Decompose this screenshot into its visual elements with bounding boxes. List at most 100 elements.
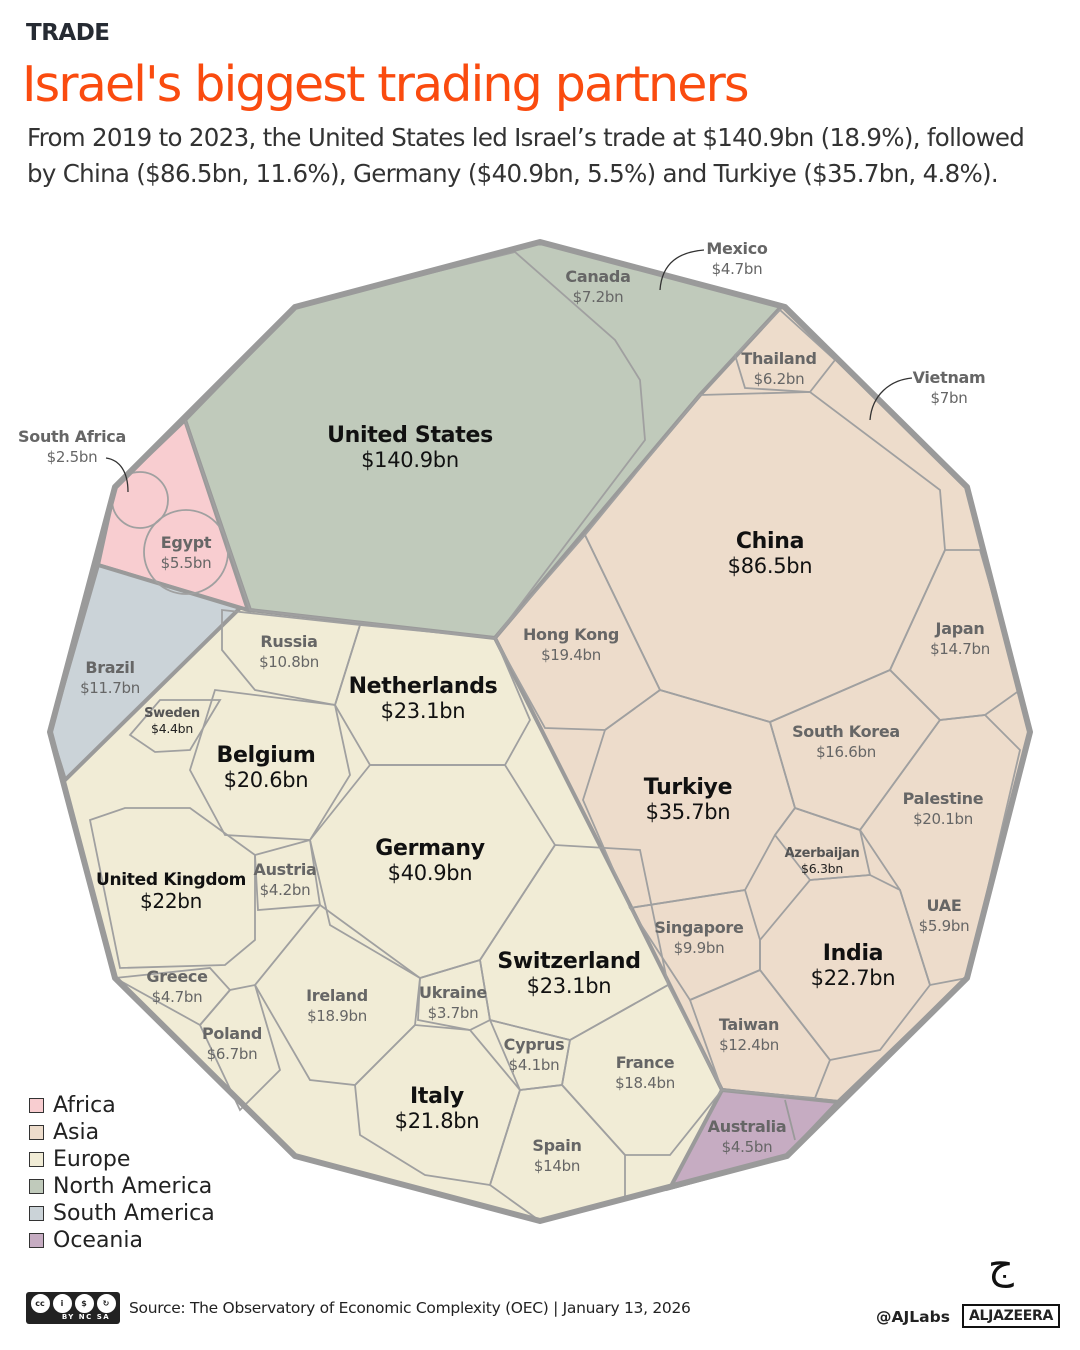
legend-swatch xyxy=(29,1152,44,1167)
cell-value-poland: $6.7bn xyxy=(207,1045,258,1063)
cell-name-united-kingdom: United Kingdom xyxy=(96,870,246,890)
cell-value-france: $18.4bn xyxy=(615,1074,675,1092)
cell-value-netherlands: $23.1bn xyxy=(381,699,466,723)
legend-swatch xyxy=(29,1179,44,1194)
legend-label: Europe xyxy=(53,1147,131,1172)
cell-border xyxy=(128,699,222,753)
cell-value-south-africa: $2.5bn xyxy=(47,448,98,466)
cell-name-singapore: Singapore xyxy=(654,918,744,937)
cell-value-vietnam: $7bn xyxy=(931,389,968,407)
footer: cc i $ ↻ BY NC SA Source: The Observator… xyxy=(26,1292,691,1324)
legend-label: Africa xyxy=(53,1093,116,1118)
cell-name-south-korea: South Korea xyxy=(792,722,900,741)
cell-name-united-states: United States xyxy=(327,423,493,448)
legend-label: Asia xyxy=(53,1120,100,1145)
cell-name-japan: Japan xyxy=(935,619,985,638)
cell-border xyxy=(417,958,491,1031)
noncommercial-icon: $ xyxy=(74,1294,94,1313)
cell-value-greece: $4.7bn xyxy=(152,988,203,1006)
cell-value-singapore: $9.9bn xyxy=(674,939,725,957)
cell-name-france: France xyxy=(616,1053,675,1072)
page-title: Israel's biggest trading partners xyxy=(22,56,749,113)
legend-item-europe: Europe xyxy=(29,1146,215,1173)
cell-value-ukraine: $3.7bn xyxy=(428,1004,479,1022)
cell-name-switzerland: Switzerland xyxy=(497,949,640,974)
legend-swatch xyxy=(29,1233,44,1248)
chart-outline xyxy=(47,239,1033,1224)
cell-name-hong-kong: Hong Kong xyxy=(523,625,619,644)
cell-name-mexico: Mexico xyxy=(706,239,768,258)
legend-item-africa: Africa xyxy=(29,1092,215,1119)
legend-item-oceania: Oceania xyxy=(29,1227,215,1254)
creative-commons-badge: cc i $ ↻ BY NC SA xyxy=(26,1292,120,1324)
cell-border xyxy=(733,308,837,393)
cell-border xyxy=(143,509,229,595)
cell-value-austria: $4.2bn xyxy=(260,881,311,899)
legend-item-south-america: South America xyxy=(29,1200,215,1227)
cell-value-australia: $4.5bn xyxy=(722,1138,773,1156)
cell-value-united-states: $140.9bn xyxy=(361,448,459,472)
cell-name-canada: Canada xyxy=(565,267,630,286)
cell-value-ireland: $18.9bn xyxy=(307,1007,367,1025)
kicker: TRADE xyxy=(26,20,110,46)
brand-wordmark: ALJAZEERA xyxy=(962,1304,1060,1328)
legend-swatch xyxy=(29,1125,44,1140)
cc-icon: cc xyxy=(30,1294,50,1313)
cell-name-palestine: Palestine xyxy=(903,789,984,808)
cell-name-south-africa: South Africa xyxy=(18,427,126,446)
cell-value-india: $22.7bn xyxy=(811,966,896,990)
attribution-icon: i xyxy=(52,1294,72,1313)
cell-border xyxy=(688,968,832,1099)
subtitle: From 2019 to 2023, the United States led… xyxy=(27,123,1025,188)
legend-label: North America xyxy=(53,1174,213,1199)
cell-name-netherlands: Netherlands xyxy=(349,674,498,699)
legend-item-north-america: North America xyxy=(29,1173,215,1200)
leader-line-south-africa xyxy=(105,457,129,493)
cell-name-austria: Austria xyxy=(253,860,316,879)
cell-value-united-kingdom: $22bn xyxy=(140,889,202,913)
cell-value-uae: $5.9bn xyxy=(919,917,970,935)
cell-name-ukraine: Ukraine xyxy=(419,983,487,1002)
cell-value-mexico: $4.7bn xyxy=(712,260,763,278)
cell-name-azerbaijan: Azerbaijan xyxy=(785,846,860,861)
cell-name-poland: Poland xyxy=(202,1024,262,1043)
legend-item-asia: Asia xyxy=(29,1119,215,1146)
leader-line-vietnam xyxy=(869,377,913,421)
cell-name-china: China xyxy=(736,529,804,554)
cell-name-greece: Greece xyxy=(146,967,208,986)
cell-name-uae: UAE xyxy=(927,896,962,915)
cell-name-russia: Russia xyxy=(260,632,317,651)
cell-name-australia: Australia xyxy=(708,1117,787,1136)
cell-name-italy: Italy xyxy=(410,1084,464,1109)
aljazeera-logo-icon: ﺝ xyxy=(988,1242,1014,1288)
cell-value-spain: $14bn xyxy=(534,1157,580,1175)
cell-name-turkiye: Turkiye xyxy=(644,775,732,800)
cell-name-belgium: Belgium xyxy=(216,743,315,768)
sharealike-icon: ↻ xyxy=(96,1294,116,1313)
cell-name-taiwan: Taiwan xyxy=(719,1015,779,1034)
cell-value-cyprus: $4.1bn xyxy=(509,1056,560,1074)
cell-value-china: $86.5bn xyxy=(728,554,813,578)
cell-value-belgium: $20.6bn xyxy=(224,768,309,792)
cell-value-palestine: $20.1bn xyxy=(913,810,973,828)
cell-border xyxy=(221,608,362,707)
cell-value-thailand: $6.2bn xyxy=(754,370,805,388)
cell-value-taiwan: $12.4bn xyxy=(719,1036,779,1054)
cell-value-turkiye: $35.7bn xyxy=(646,800,731,824)
cell-value-sweden: $4.4bn xyxy=(151,721,193,736)
cell-name-ireland: Ireland xyxy=(306,986,368,1005)
cell-border xyxy=(88,807,256,969)
cell-value-south-korea: $16.6bn xyxy=(816,743,876,761)
cell-name-cyprus: Cyprus xyxy=(504,1035,565,1054)
cell-value-egypt: $5.5bn xyxy=(161,554,212,572)
cell-name-brazil: Brazil xyxy=(85,658,134,677)
source-text: Source: The Observatory of Economic Comp… xyxy=(129,1299,691,1317)
cell-name-vietnam: Vietnam xyxy=(913,368,986,387)
cell-value-russia: $10.8bn xyxy=(259,653,319,671)
legend-swatch xyxy=(29,1206,44,1221)
cell-border xyxy=(784,1099,796,1141)
cell-name-thailand: Thailand xyxy=(741,349,816,368)
cell-value-italy: $21.8bn xyxy=(395,1109,480,1133)
leader-line-mexico xyxy=(659,249,705,291)
